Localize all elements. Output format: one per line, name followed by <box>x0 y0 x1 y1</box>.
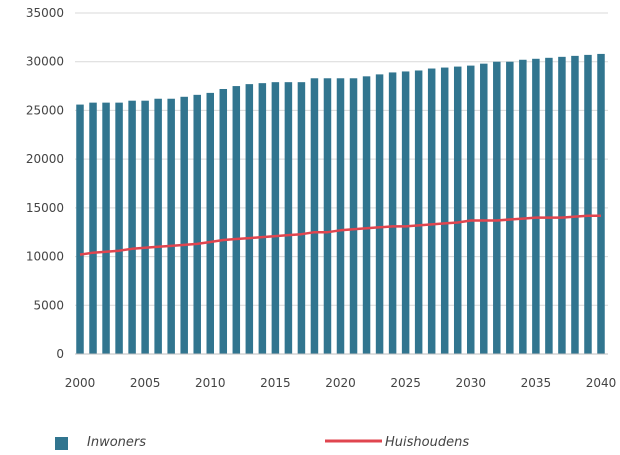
bar-inwoners <box>219 88 228 354</box>
bar-inwoners <box>401 71 410 354</box>
bar-inwoners <box>271 82 280 354</box>
legend: Inwoners Huishoudens <box>55 435 469 450</box>
bar-inwoners <box>506 61 514 354</box>
y-axis-tick-labels: 0 5000 10000 15000 20000 25000 30000 35000 <box>26 6 64 361</box>
line-huishoudens <box>79 214 601 256</box>
bar-inwoners <box>284 82 293 354</box>
x-tick-label: 2005 <box>130 376 161 390</box>
bar-inwoners <box>89 102 97 355</box>
y-tick-label: 15000 <box>26 201 64 215</box>
bar-inwoners <box>323 78 332 354</box>
bar-inwoners <box>232 86 241 355</box>
bar-inwoners <box>310 78 319 354</box>
bar-inwoners <box>349 78 358 354</box>
legend-swatch-inwoners <box>55 437 68 450</box>
x-tick-label: 2000 <box>65 376 96 390</box>
bar-inwoners <box>493 61 501 354</box>
bar-inwoners <box>258 83 267 355</box>
bar-inwoners <box>480 63 488 355</box>
bar-inwoners <box>467 65 475 355</box>
bar-inwoners <box>440 67 449 354</box>
y-tick-label: 5000 <box>33 298 64 312</box>
y-tick-label: 10000 <box>26 250 64 264</box>
bar-inwoners <box>545 57 553 355</box>
bar-inwoners <box>558 56 566 354</box>
bar-inwoners <box>206 92 214 355</box>
y-tick-label: 20000 <box>26 152 64 166</box>
bar-inwoners <box>76 104 84 354</box>
bar-inwoners <box>375 74 384 354</box>
bar-inwoners <box>102 102 110 355</box>
bar-inwoners <box>519 59 527 354</box>
bar-inwoners <box>128 100 136 354</box>
bar-inwoners <box>414 70 423 355</box>
x-tick-label: 2010 <box>195 376 226 390</box>
bar-inwoners <box>193 94 201 354</box>
bar-inwoners <box>167 98 175 354</box>
bar-inwoners <box>336 78 345 354</box>
bar-inwoners <box>453 66 462 354</box>
x-tick-label: 2015 <box>260 376 291 390</box>
x-tick-label: 2035 <box>521 376 552 390</box>
x-tick-label: 2025 <box>390 376 421 390</box>
bar-inwoners <box>154 98 162 354</box>
bar-inwoners <box>427 68 436 354</box>
bar-inwoners <box>571 55 579 355</box>
y-tick-label: 25000 <box>26 103 64 117</box>
bar-inwoners <box>141 100 149 354</box>
bar-inwoners <box>584 54 592 354</box>
bar-inwoners <box>180 96 188 354</box>
y-tick-label: 0 <box>56 347 64 361</box>
bar-inwoners <box>115 102 123 355</box>
y-tick-label: 30000 <box>26 55 64 69</box>
y-tick-label: 35000 <box>26 6 64 20</box>
legend-label-inwoners: Inwoners <box>87 435 146 450</box>
legend-label-huishoudens: Huishoudens <box>385 435 469 450</box>
huishoudens-line-series <box>79 214 601 256</box>
bar-inwoners <box>597 53 605 355</box>
x-axis-tick-labels: 2000 2005 2010 2015 2020 2025 2030 2035 2040 <box>65 376 617 390</box>
x-tick-label: 2040 <box>586 376 617 390</box>
bar-inwoners <box>245 84 254 354</box>
bar-inwoners <box>362 76 371 354</box>
x-tick-label: 2020 <box>325 376 356 390</box>
bar-inwoners <box>532 58 540 354</box>
bar-inwoners <box>388 72 397 354</box>
x-tick-label: 2030 <box>455 376 486 390</box>
bar-inwoners <box>297 82 306 354</box>
inwoners-bars <box>76 53 605 355</box>
